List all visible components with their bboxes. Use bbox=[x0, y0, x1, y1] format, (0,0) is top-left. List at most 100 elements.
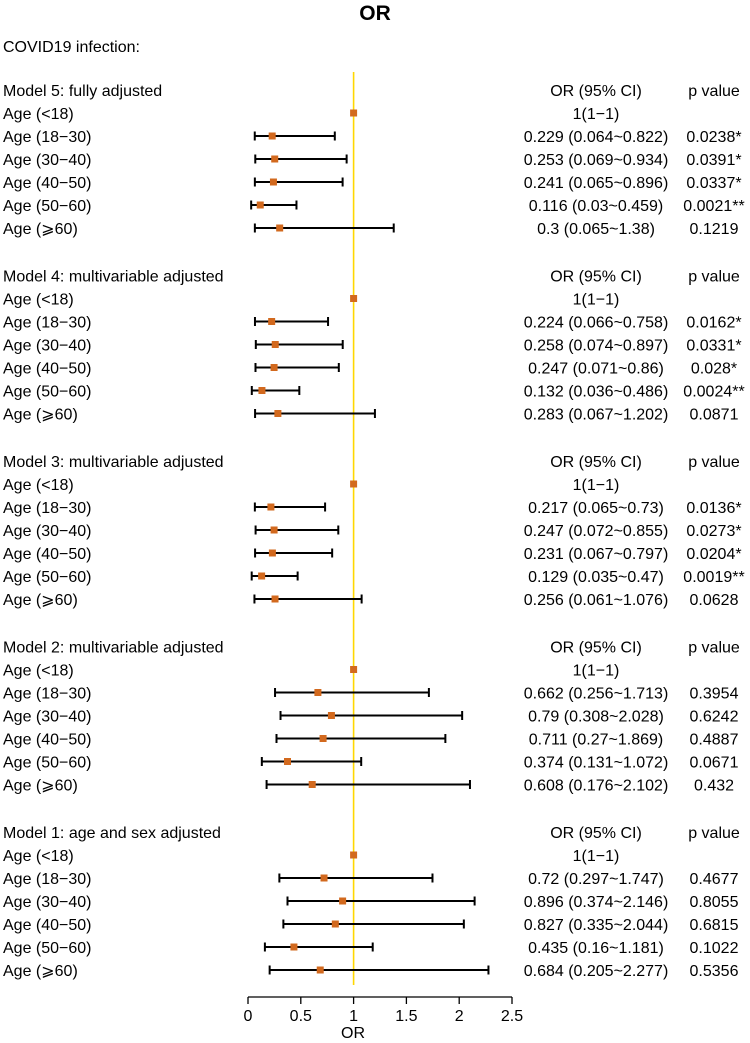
row-label: Age (18−30) bbox=[3, 871, 92, 888]
p-value: 0.5356 bbox=[690, 963, 739, 980]
or-point bbox=[320, 874, 328, 882]
or-ci-value: 0.217 (0.065~0.73) bbox=[528, 500, 664, 517]
row-label: Age (40−50) bbox=[3, 175, 92, 192]
or-ci-value: 0.79 (0.308~2.028) bbox=[528, 709, 664, 726]
row-label: Age (<18) bbox=[3, 663, 74, 680]
row-label: Age (40−50) bbox=[3, 732, 92, 749]
or-point bbox=[274, 410, 282, 417]
or-ci-value: 0.231 (0.067~0.797) bbox=[524, 546, 669, 563]
row-label: Age (50−60) bbox=[3, 384, 92, 401]
group-title: Model 4: multivariable adjusted bbox=[3, 269, 224, 286]
or-point bbox=[327, 712, 335, 719]
or-point bbox=[283, 758, 291, 765]
or-point bbox=[268, 318, 276, 325]
p-value-header: p value bbox=[688, 269, 740, 286]
p-value: 0.0162* bbox=[686, 315, 741, 332]
forest-row: Age (50−60) 0.129 (0.035~0.47) 0.0019** bbox=[3, 569, 745, 586]
or-point bbox=[271, 341, 279, 348]
or-point bbox=[350, 851, 358, 859]
model-group: Model 3: multivariable adjusted OR (95% C… bbox=[3, 454, 745, 609]
or-point bbox=[339, 897, 347, 905]
or-ci-value: 0.374 (0.131~1.072) bbox=[524, 755, 669, 772]
forest-row: Age (<18) 1(1−1) bbox=[3, 663, 619, 680]
or-ci-value: 0.224 (0.066~0.758) bbox=[524, 315, 669, 332]
or-point bbox=[258, 572, 266, 580]
or-ci-value: 0.435 (0.16~1.181) bbox=[528, 940, 664, 957]
or-point bbox=[271, 155, 279, 163]
row-label: Age (<18) bbox=[3, 292, 74, 309]
forest-row: Age (40−50) 0.231 (0.067~0.797) 0.0204* bbox=[3, 546, 742, 563]
p-value: 0.0337* bbox=[686, 175, 741, 192]
p-value: 0.0019** bbox=[683, 569, 744, 586]
forest-row: Age (50−60) 0.132 (0.036~0.486) 0.0024** bbox=[3, 384, 745, 401]
p-value: 0.0331* bbox=[686, 338, 741, 355]
or-ci-value: 1(1−1) bbox=[573, 106, 620, 123]
or-ci-value: 1(1−1) bbox=[573, 663, 620, 680]
row-label: Age (⩾60) bbox=[3, 407, 78, 424]
row-label: Age (⩾60) bbox=[3, 963, 78, 980]
chart-title: OR bbox=[359, 2, 391, 25]
or-ci-value: 0.229 (0.064~0.822) bbox=[524, 129, 669, 146]
or-point bbox=[316, 966, 324, 974]
forest-row: Age (30−40) 0.79 (0.308~2.028) 0.6242 bbox=[3, 709, 739, 726]
row-label: Age (⩾60) bbox=[3, 221, 78, 238]
p-value: 0.0204* bbox=[686, 546, 741, 563]
or-point bbox=[270, 364, 278, 371]
forest-row: Age (18−30) 0.662 (0.256~1.713) 0.3954 bbox=[3, 686, 739, 703]
or-ci-value: 0.116 (0.03~0.459) bbox=[529, 198, 663, 215]
or-ci-value: 0.256 (0.061~1.076) bbox=[524, 592, 669, 609]
row-label: Age (50−60) bbox=[3, 755, 92, 772]
model-group: Model 4: multivariable adjusted OR (95% C… bbox=[3, 269, 745, 424]
or-ci-value: 1(1−1) bbox=[573, 292, 620, 309]
x-axis-label: OR bbox=[341, 1025, 365, 1042]
or-point bbox=[290, 943, 298, 951]
or-point bbox=[268, 132, 276, 140]
p-value: 0.0136* bbox=[686, 500, 741, 517]
p-value-header: p value bbox=[688, 454, 740, 471]
or-ci-value: 0.253 (0.069~0.934) bbox=[524, 152, 669, 169]
forest-row: Age (30−40) 0.896 (0.374~2.146) 0.8055 bbox=[3, 894, 739, 911]
or-ci-value: 0.258 (0.074~0.897) bbox=[524, 338, 669, 355]
forest-row: Age (18−30) 0.229 (0.064~0.822) 0.0238* bbox=[3, 129, 742, 146]
row-label: Age (30−40) bbox=[3, 338, 92, 355]
x-tick-label: 2.5 bbox=[501, 1008, 523, 1025]
forest-row: Age (18−30) 0.217 (0.065~0.73) 0.0136* bbox=[3, 500, 742, 517]
forest-row: Age (30−40) 0.258 (0.074~0.897) 0.0331* bbox=[3, 338, 742, 355]
p-value: 0.0391* bbox=[686, 152, 741, 169]
or-ci-value: 0.662 (0.256~1.713) bbox=[524, 686, 669, 703]
p-value: 0.1022 bbox=[690, 940, 739, 957]
or-point bbox=[276, 224, 284, 232]
row-label: Age (18−30) bbox=[3, 315, 92, 332]
row-label: Age (⩾60) bbox=[3, 592, 78, 609]
or-ci-value: 0.3 (0.065~1.38) bbox=[537, 221, 655, 238]
forest-row: Age (50−60) 0.116 (0.03~0.459) 0.0021** bbox=[3, 198, 745, 215]
forest-row: Age (18−30) 0.224 (0.066~0.758) 0.0162* bbox=[3, 315, 742, 332]
or-point bbox=[258, 387, 266, 394]
forest-row: Age (40−50) 0.827 (0.335~2.044) 0.6815 bbox=[3, 917, 739, 934]
or-point bbox=[271, 595, 279, 603]
row-label: Age (⩾60) bbox=[3, 778, 78, 795]
forest-row: Age (<18) 1(1−1) bbox=[3, 106, 619, 123]
or-ci-value: 0.72 (0.297~1.747) bbox=[528, 871, 664, 888]
x-axis: 0 0.5 1 1.5 2 2.5 bbox=[244, 996, 523, 1025]
p-value: 0.6242 bbox=[690, 709, 739, 726]
or-point bbox=[350, 295, 358, 302]
p-value-header: p value bbox=[688, 825, 740, 842]
forest-row: Age (50−60) 0.435 (0.16~1.181) 0.1022 bbox=[3, 940, 739, 957]
model-group: Model 2: multivariable adjusted OR (95% C… bbox=[3, 640, 740, 795]
row-label: Age (50−60) bbox=[3, 198, 92, 215]
or-ci-value: 0.132 (0.036~0.486) bbox=[524, 384, 669, 401]
p-value: 0.432 bbox=[694, 778, 734, 795]
p-value: 0.8055 bbox=[690, 894, 739, 911]
forest-row: Age (⩾60) 0.684 (0.205~2.277) 0.5356 bbox=[3, 963, 739, 980]
row-label: Age (30−40) bbox=[3, 523, 92, 540]
or-point bbox=[350, 480, 358, 488]
row-label: Age (30−40) bbox=[3, 894, 92, 911]
forest-row: Age (50−60) 0.374 (0.131~1.072) 0.0671 bbox=[3, 755, 739, 772]
p-value: 0.0238* bbox=[686, 129, 741, 146]
model-group: Model 1: age and sex adjusted OR (95% CI)… bbox=[3, 825, 740, 980]
forest-row: Age (⩾60) 0.3 (0.065~1.38) 0.1219 bbox=[3, 221, 739, 238]
or-ci-header: OR (95% CI) bbox=[550, 640, 642, 657]
or-ci-value: 0.896 (0.374~2.146) bbox=[524, 894, 669, 911]
